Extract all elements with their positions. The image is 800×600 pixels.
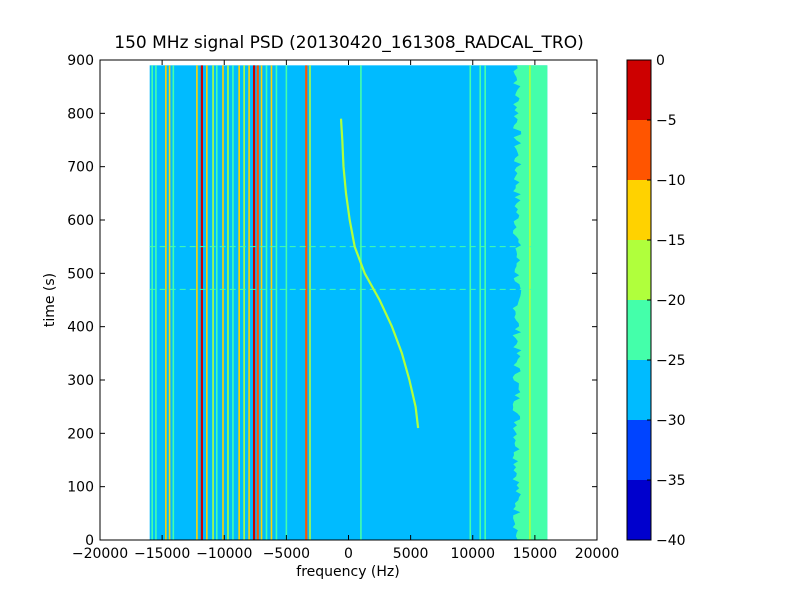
y-tick-label: 400 [67, 320, 94, 336]
x-tick-label: 10000 [450, 546, 495, 562]
y-axis-label: time (s) [42, 273, 58, 327]
x-tick-label: 0 [344, 546, 353, 562]
y-tick-label: 300 [67, 373, 94, 389]
x-tick-label: −15000 [134, 546, 190, 562]
colorbar-segment [627, 300, 651, 360]
x-tick-label: −5000 [263, 546, 310, 562]
y-tick-label: 700 [67, 160, 94, 176]
x-axis-ticks: −20000 −15000 −10000 −5000 0 5000 10000 15000 20… [72, 60, 619, 562]
colorbar-tick-label: −20 [656, 293, 686, 309]
x-axis-label: frequency (Hz) [296, 564, 399, 580]
colorbar-tick-label: −30 [656, 413, 686, 429]
colorbar-tick-label: −35 [656, 473, 686, 489]
psd-background [149, 65, 548, 540]
x-tick-label: 5000 [393, 546, 429, 562]
colorbar-segment [627, 120, 651, 180]
plot-frame [99, 59, 598, 541]
drifting-signal-curve [339, 118, 420, 429]
colorbar-segment [627, 180, 651, 240]
heatmap-layer [149, 65, 548, 540]
y-tick-label: 100 [67, 480, 94, 496]
colorbar: −40 −35 −30 −25 −20 −15 −10 −5 0 [626, 53, 686, 549]
y-tick-label: 900 [67, 53, 94, 69]
y-axis-ticks: 0 100 200 300 400 500 600 700 800 900 [67, 53, 597, 549]
plot-area [100, 60, 597, 540]
colorbar-tick-label: −40 [656, 533, 686, 549]
x-tick-label: −20000 [72, 546, 128, 562]
x-tick-label: 20000 [575, 546, 620, 562]
colorbar-segment [627, 240, 651, 300]
colorbar-segment [627, 60, 651, 120]
colorbar-segment [627, 420, 651, 480]
x-tick-label: 15000 [513, 546, 558, 562]
colorbar-tick-label: 0 [656, 53, 665, 69]
colorbar-segment [627, 480, 651, 540]
colorbar-tick-label: −10 [656, 173, 686, 189]
x-tick-label: −10000 [196, 546, 252, 562]
colorbar-tick-label: −25 [656, 353, 686, 369]
y-tick-label: 200 [67, 426, 94, 442]
colorbar-tick-label: −5 [656, 113, 677, 129]
chart-title: 150 MHz signal PSD (20130420_161308_RADC… [114, 33, 583, 53]
y-tick-label: 0 [85, 533, 94, 549]
y-tick-label: 800 [67, 106, 94, 122]
colorbar-segment [627, 360, 651, 420]
y-tick-label: 600 [67, 213, 94, 229]
colorbar-tick-label: −15 [656, 233, 686, 249]
y-tick-label: 500 [67, 266, 94, 282]
